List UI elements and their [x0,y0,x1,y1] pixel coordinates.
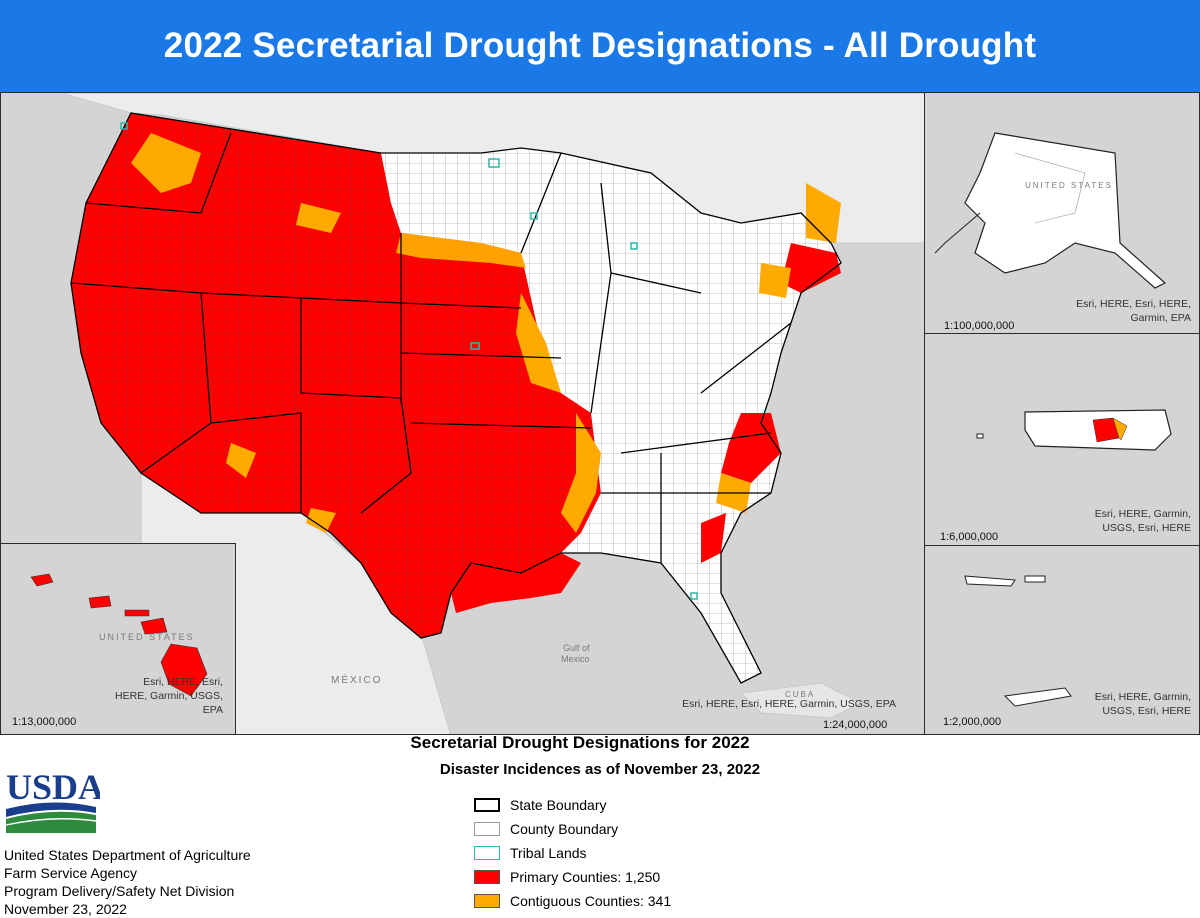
hawaii-svg [30,573,208,697]
hawaii-inset-panel[interactable]: UNITED STATES Esri, HERE, Esri, HERE, Ga… [0,543,236,735]
virgin-islands-st-croix [1003,687,1072,707]
legend-label-tribal-lands: Tribal Lands [510,845,587,861]
hawaii-credit-2: HERE, Garmin, USGS, [115,690,223,702]
legend-label-county-boundary: County Boundary [510,821,619,837]
hawaii-credit-3: EPA [202,704,223,716]
pr-credit-2: USGS, Esri, HERE [1102,522,1191,534]
puerto-rico-inset-panel[interactable]: Esri, HERE, Garmin, USGS, Esri, HERE 1:6… [924,333,1200,546]
legend-swatch-state-boundary [474,798,500,812]
hawaii-scale: 1:13,000,000 [12,716,77,728]
contiguous-new-york [759,263,791,298]
legend-swatch-contiguous-counties [474,894,500,908]
hawaii-oahu [88,595,112,609]
virgin-islands-inset-panel[interactable]: Esri, HERE, Garmin, USGS, Esri, HERE 1:2… [924,545,1200,735]
vi-credit-1: Esri, HERE, Garmin, [1094,691,1191,703]
primary-new-england [781,243,841,293]
puerto-rico-svg [976,409,1172,451]
vi-credit-2: USGS, Esri, HERE [1102,705,1191,717]
gulf-label-line2: Mexico [561,654,590,664]
hawaii-us-label: UNITED STATES [99,632,195,642]
hawaii-kauai [30,573,54,587]
usda-logo: USDA [5,767,100,833]
florida-cuba-land [739,682,863,719]
legend-swatch-tribal-lands [474,846,500,860]
contiguous-new-england [806,183,841,243]
primary-gulf-coast [451,553,581,613]
cuba-label: CUBA [785,690,816,699]
contiguous-nw-band [131,133,201,193]
alaska-scale: 1:100,000,000 [944,320,1015,332]
hawaii-molokai [124,609,150,617]
primary-georgia-coast [701,513,726,563]
hawaii-big-island [160,643,208,697]
puerto-rico-contiguous [1112,417,1128,441]
legend-item-state-boundary: State Boundary [474,793,671,817]
alaska-inset-panel[interactable]: UNITED STATES Esri, HERE, Esri, HERE, Ga… [924,92,1200,334]
tribal-lands [120,122,698,600]
alaska-credit-2: Garmin, EPA [1130,312,1192,324]
alaska-svg [934,132,1167,289]
agency-line-fsa: Farm Service Agency [4,865,138,881]
legend-item-contiguous-counties: Contiguous Counties: 341 [474,889,671,913]
legend-subtitle: Disaster Incidences as of November 23, 2… [439,761,761,778]
virgin-islands-st-john [1024,575,1046,583]
conus-map-svg [60,93,924,734]
alaska-shape [964,132,1167,289]
conus-scale: 1:24,000,000 [823,719,888,731]
pr-scale: 1:6,000,000 [940,531,999,543]
alaska-credit-1: Esri, HERE, Esri, HERE, [1076,298,1191,310]
pr-credit-1: Esri, HERE, Garmin, [1094,508,1191,520]
legend-list: State Boundary County Boundary Tribal La… [474,793,671,913]
contiguous-arizona-spot [226,443,256,478]
hawaii-maui [140,617,168,635]
state-boundaries [70,112,842,684]
alaska-us-label: UNITED STATES [1025,181,1113,190]
virgin-islands-svg [964,575,1072,707]
legend-swatch-primary-counties [474,870,500,884]
legend-item-tribal-lands: Tribal Lands [474,841,671,865]
agency-line-date: November 23, 2022 [4,901,127,917]
virgin-islands-st-thomas [964,575,1016,587]
contiguous-montana-spot [296,203,341,233]
agency-block: United States Department of Agriculture … [4,846,251,918]
contiguous-plains-band [396,233,526,268]
mexico-label: MÉXICO [331,675,383,686]
map-title: 2022 Secretarial Drought Designations - … [163,26,1037,65]
contiguous-midwest-band [516,293,561,393]
agency-line-department: United States Department of Agriculture [4,847,251,863]
conus-credit: Esri, HERE, Esri, HERE, Garmin, USGS, EP… [682,698,896,710]
hawaii-credit-1: Esri, HERE, Esri, [143,676,223,688]
legend-item-county-boundary: County Boundary [474,817,671,841]
conus-map-panel[interactable]: MÉXICO Gulf of Mexico CUBA Esri, HERE, E… [0,92,925,735]
gulf-label-line1: Gulf of [563,643,590,653]
contiguous-mississippi-band [561,413,601,533]
contiguous-texas-spot [306,508,336,533]
usda-logo-text: USDA [6,767,100,807]
legend-item-primary-counties: Primary Counties: 1,250 [474,865,671,889]
legend-label-state-boundary: State Boundary [510,797,607,813]
title-banner: 2022 Secretarial Drought Designations - … [0,0,1200,92]
agency-line-division: Program Delivery/Safety Net Division [4,883,235,899]
legend-label-contiguous-counties: Contiguous Counties: 341 [510,893,672,909]
vi-scale: 1:2,000,000 [943,716,1002,728]
legend-title: Secretarial Drought Designations for 202… [410,733,750,752]
legend-swatch-county-boundary [474,822,500,836]
legend-label-primary-counties: Primary Counties: 1,250 [510,869,661,885]
